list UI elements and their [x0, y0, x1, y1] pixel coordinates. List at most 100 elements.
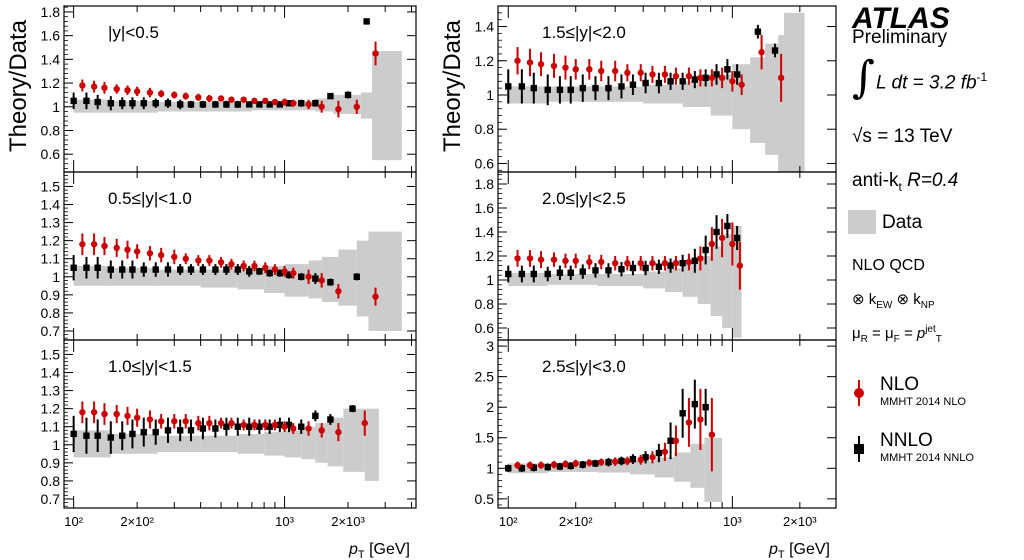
- nlo-point: [372, 293, 379, 300]
- scale-f: F: [893, 334, 900, 345]
- nnlo-point: [579, 84, 586, 92]
- nnlo-point: [518, 270, 526, 278]
- data-band-bin: [674, 452, 691, 482]
- nnlo-point: [246, 423, 253, 430]
- y-tick-label: 1.2: [41, 401, 61, 417]
- nnlo-point: [266, 269, 273, 277]
- nnlo-point: [107, 266, 114, 273]
- nnlo-point: [530, 84, 537, 92]
- nnlo-point: [655, 449, 663, 457]
- y-tick-label: 1.3: [41, 215, 61, 231]
- nlo-point: [262, 97, 269, 105]
- nnlo-point: [256, 268, 263, 275]
- nlo-point: [206, 257, 213, 264]
- nnlo-point: [119, 100, 126, 107]
- nnlo-point: [298, 423, 305, 430]
- y-tick-label: 1: [52, 99, 60, 115]
- nlo-point: [146, 416, 154, 423]
- nlo-point: [79, 82, 86, 89]
- data-band-bin: [372, 51, 402, 161]
- data-band-bin: [200, 269, 238, 288]
- nlo-point: [758, 49, 765, 56]
- nlo-point: [335, 105, 342, 113]
- x-tick-label: 2×10³: [783, 514, 817, 529]
- nlo-point: [372, 50, 379, 57]
- nlo-point: [101, 410, 108, 418]
- nlo-point: [157, 251, 165, 259]
- y-tick-label: 2.5: [475, 369, 495, 385]
- nnlo-point: [266, 101, 273, 108]
- y-tick-label: 1.2: [41, 75, 61, 91]
- nnlo-point: [691, 400, 699, 408]
- data-band-bin: [73, 430, 111, 458]
- nlo-point: [572, 66, 579, 73]
- nlo-point: [271, 266, 279, 273]
- panel-plot-area: [505, 214, 744, 338]
- nlo-point: [146, 89, 154, 96]
- nlo-point: [262, 264, 269, 271]
- nnlo-point: [312, 275, 319, 282]
- nlo-point: [79, 241, 86, 248]
- panel-label: 1.0≤|y|<1.5: [108, 357, 192, 376]
- nnlo-point: [667, 78, 674, 85]
- nlo-point: [514, 57, 521, 64]
- scale-label: μR = μF = pjetT: [852, 324, 942, 345]
- nnlo-point: [94, 432, 101, 439]
- nnlo-point: [518, 83, 526, 90]
- nlo-point: [318, 427, 325, 434]
- nnlo-point: [94, 98, 101, 106]
- y-tick-label: 1.1: [41, 251, 61, 267]
- nlo-point: [251, 262, 258, 270]
- nlo-point: [206, 419, 213, 427]
- data-band-bin: [508, 86, 548, 104]
- nlo-point: [649, 454, 656, 461]
- nnlo-point: [234, 423, 241, 430]
- y-tick-label: 1.5: [475, 430, 495, 446]
- data-band-bin: [654, 457, 675, 478]
- nnlo-point: [234, 101, 241, 108]
- data-band-bin: [765, 43, 779, 155]
- data-band-bin: [547, 274, 598, 285]
- x-axis-title-unit: [GeV]: [365, 541, 410, 558]
- nnlo-point: [655, 79, 663, 87]
- nnlo-point: [363, 18, 370, 25]
- nnlo-point: [312, 412, 319, 420]
- nlo-point: [697, 416, 704, 423]
- data-band-bin: [630, 460, 655, 475]
- panel-label: |y|<0.5: [108, 23, 159, 42]
- y-tick-label: 0.6: [475, 155, 495, 171]
- nlo-point: [572, 257, 579, 264]
- nnlo-point: [212, 425, 219, 432]
- nnlo-point: [129, 100, 136, 107]
- nlo-point: [736, 262, 744, 269]
- data-band-bin: [356, 240, 369, 317]
- nnlo-point: [83, 432, 90, 439]
- nlo-point: [550, 256, 558, 263]
- nlo-point: [124, 246, 131, 253]
- nnlo-point: [187, 266, 195, 273]
- nnlo-point: [344, 91, 352, 99]
- nnlo-point: [530, 464, 537, 471]
- nnlo-point: [107, 100, 114, 107]
- nlo-point: [182, 92, 189, 100]
- data-band-bin: [364, 408, 379, 481]
- scale-eq2: = p: [899, 325, 926, 342]
- nnlo-point: [713, 71, 720, 78]
- nlo-point: [537, 256, 545, 263]
- panel-frame: [63, 339, 417, 509]
- data-band-bin: [237, 433, 265, 454]
- panel-label: 0.5≤|y|<1.0: [108, 189, 192, 208]
- nnlo-point: [679, 260, 686, 267]
- nlo-point: [101, 84, 108, 92]
- nlo-point: [586, 66, 593, 73]
- nlo-point: [624, 260, 631, 267]
- nnlo-point: [129, 266, 136, 273]
- data-band-bin: [368, 231, 402, 331]
- y-tick-label: 3: [486, 338, 494, 354]
- nnlo-point: [667, 437, 674, 444]
- y-tick-label: 0.7: [41, 323, 61, 339]
- y-tick-label: 0.8: [475, 296, 495, 312]
- nnlo-point: [176, 427, 184, 434]
- nnlo-point: [140, 266, 147, 273]
- nnlo-point: [556, 269, 564, 276]
